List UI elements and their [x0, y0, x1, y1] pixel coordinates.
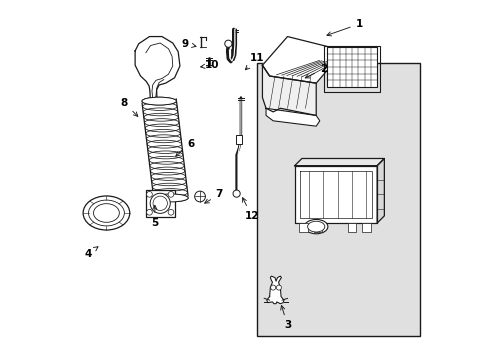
Ellipse shape — [93, 204, 119, 222]
Ellipse shape — [83, 196, 129, 230]
Bar — [235, 135, 242, 144]
Text: 4: 4 — [84, 247, 98, 258]
Text: 11: 11 — [245, 53, 264, 70]
Text: 12: 12 — [242, 198, 258, 221]
Polygon shape — [262, 65, 316, 116]
Circle shape — [194, 191, 205, 202]
Polygon shape — [294, 166, 376, 223]
Circle shape — [150, 193, 170, 213]
Bar — [326, 47, 376, 87]
Circle shape — [270, 285, 275, 290]
Text: 6: 6 — [175, 139, 194, 156]
Circle shape — [168, 210, 174, 215]
Ellipse shape — [153, 194, 188, 202]
Bar — [324, 45, 379, 92]
Bar — [145, 190, 175, 217]
Polygon shape — [294, 158, 384, 166]
Text: 7: 7 — [204, 189, 223, 203]
Bar — [362, 223, 370, 232]
Circle shape — [146, 210, 152, 215]
Text: 3: 3 — [280, 306, 290, 330]
Text: 2: 2 — [305, 64, 326, 78]
Ellipse shape — [307, 221, 324, 232]
Polygon shape — [376, 158, 384, 223]
Bar — [313, 223, 322, 232]
Ellipse shape — [88, 200, 124, 226]
Text: 10: 10 — [200, 60, 219, 70]
Ellipse shape — [304, 220, 327, 234]
Bar — [257, 63, 419, 336]
Bar — [299, 223, 307, 232]
Text: 8: 8 — [121, 98, 138, 116]
Circle shape — [224, 40, 231, 47]
Polygon shape — [265, 108, 319, 126]
Text: 1: 1 — [326, 19, 362, 36]
Circle shape — [168, 192, 174, 197]
Circle shape — [146, 192, 152, 197]
Text: 9: 9 — [182, 39, 196, 49]
Circle shape — [233, 190, 240, 197]
Polygon shape — [135, 37, 180, 102]
Text: 5: 5 — [151, 205, 158, 228]
Polygon shape — [266, 276, 284, 304]
Polygon shape — [262, 37, 337, 83]
Circle shape — [153, 196, 167, 211]
Ellipse shape — [142, 97, 176, 105]
Bar — [347, 223, 356, 232]
Circle shape — [276, 285, 281, 290]
